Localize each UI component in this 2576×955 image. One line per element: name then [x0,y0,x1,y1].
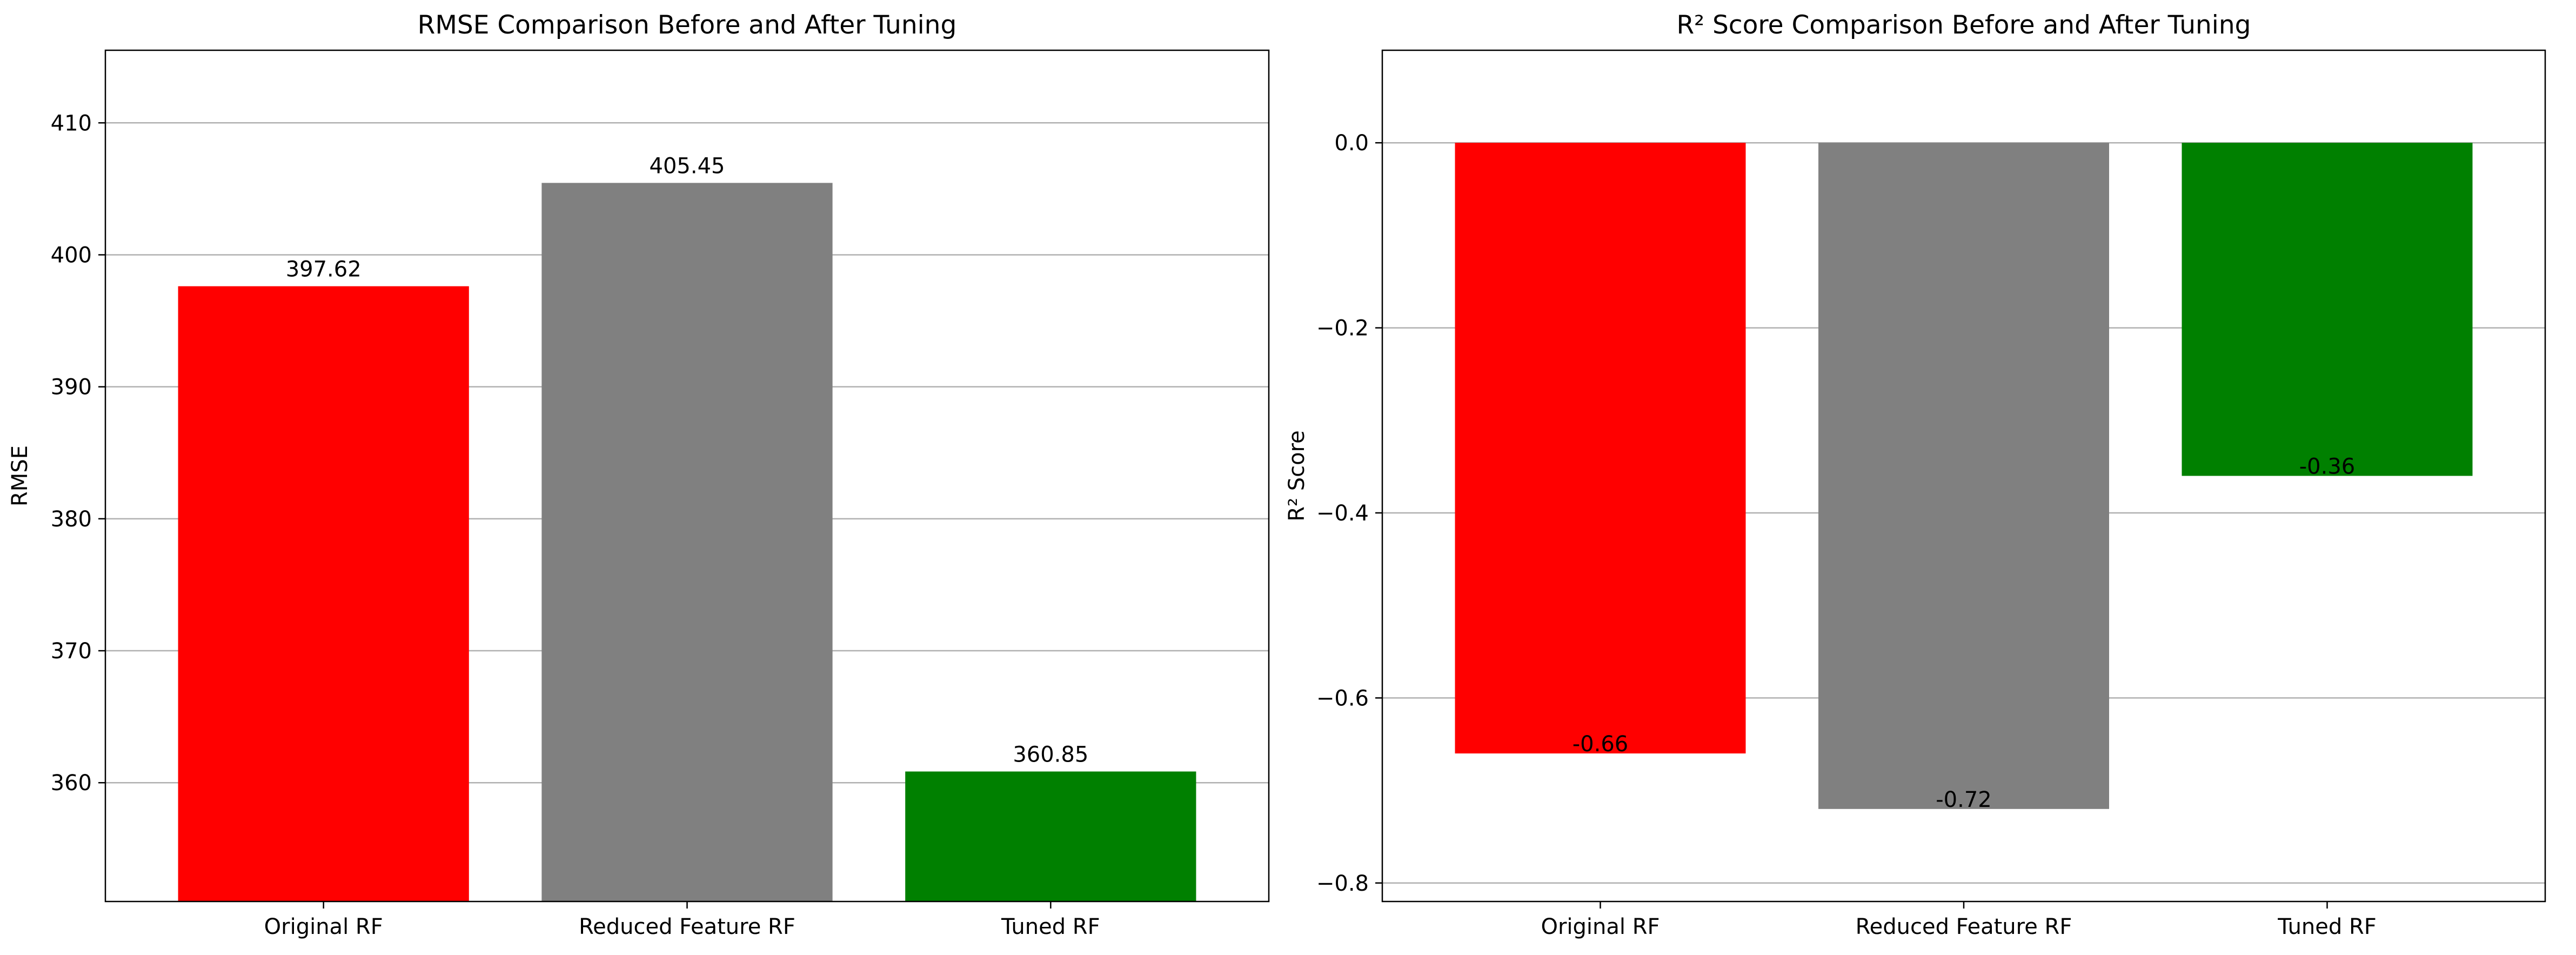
data-label: -0.72 [1936,787,1992,812]
bar-original-rf [1455,143,1746,754]
y-axis-label: RMSE [8,445,32,506]
y-tick-label: 400 [51,243,92,268]
chart-title: R² Score Comparison Before and After Tun… [1677,10,2251,40]
data-label: 360.85 [1013,742,1088,767]
bar-original-rf [178,286,469,901]
x-tick-label: Reduced Feature RF [579,914,795,939]
x-tick-label: Tuned RF [1001,914,1100,939]
x-tick-label: Original RF [264,914,383,939]
y-tick-label: −0.6 [1316,686,1369,711]
data-label: -0.66 [1573,732,1629,757]
y-axis-label: R² Score [1284,430,1309,522]
x-tick-label: Tuned RF [2277,914,2377,939]
y-tick-label: 370 [51,639,92,664]
bar-reduced-feature-rf [1818,143,2109,809]
data-label: 405.45 [650,153,725,178]
rmse-chart-panel: RMSE Comparison Before and After Tuning R… [8,10,1270,939]
data-label: 397.62 [286,257,362,282]
x-tick-label: Reduced Feature RF [1856,914,2072,939]
y-tick-label: 410 [51,111,92,136]
y-tick-label: 380 [51,507,92,532]
y-tick-label: 390 [51,375,92,400]
axes-frame [1381,49,2546,903]
chart-title: RMSE Comparison Before and After Tuning [418,10,957,40]
y-tick-label: 360 [51,771,92,796]
y-tick-label: −0.8 [1316,871,1369,896]
y-tick-label: 0.0 [1334,131,1369,156]
r2-chart-panel: R² Score Comparison Before and After Tun… [1284,10,2546,939]
axes-frame [104,49,1270,903]
bar-tuned-rf [2182,143,2473,476]
y-tick-label: −0.4 [1316,501,1369,526]
bar-tuned-rf [905,771,1196,901]
y-tick-label: −0.2 [1316,316,1369,341]
x-tick-label: Original RF [1541,914,1660,939]
bar-reduced-feature-rf [541,183,833,901]
data-label: -0.36 [2299,455,2356,479]
